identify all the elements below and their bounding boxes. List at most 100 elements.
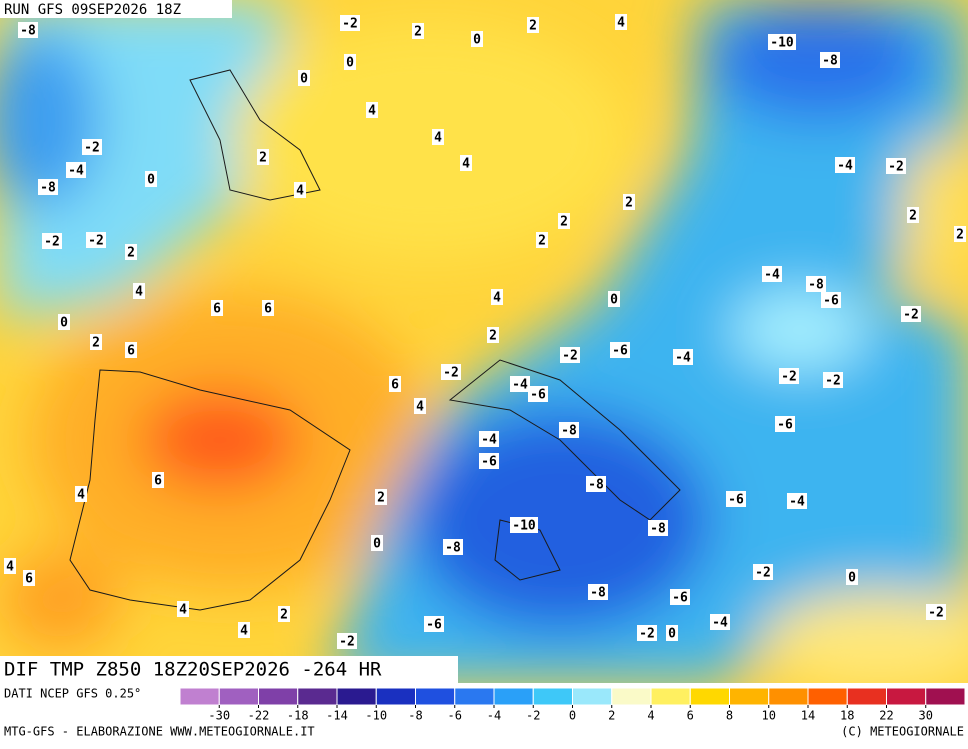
- contour-label-bg: [58, 314, 70, 330]
- copyright: (C) METEOGIORNALE: [841, 725, 964, 739]
- contour-label: -4: [675, 351, 691, 366]
- contour-label-bg: [294, 182, 306, 198]
- contour-label-bg: [82, 139, 102, 155]
- contour-label: -6: [612, 344, 628, 359]
- coastlines: [69, 69, 681, 611]
- contour-label: 4: [135, 285, 143, 300]
- contour-label: 6: [127, 344, 135, 359]
- contour-label-bg: [145, 171, 157, 187]
- contour-label-bg: [38, 179, 58, 195]
- contour-label-bg: [637, 625, 657, 641]
- color-swatch: [179, 687, 220, 706]
- credit: MTG-GFS - ELABORAZIONE WWW.METEOGIORNALE…: [4, 725, 315, 739]
- contour-label: -2: [888, 160, 904, 175]
- contour-label: -6: [777, 418, 793, 433]
- contour-label: -2: [88, 234, 104, 249]
- contour-label-bg: [18, 22, 38, 38]
- contour-label-bg: [666, 625, 678, 641]
- data-source: DATI NCEP GFS 0.25°: [4, 687, 141, 701]
- contour-label-bg: [610, 342, 630, 358]
- contour-label-bg: [510, 376, 530, 392]
- contour-label-bg: [615, 14, 627, 30]
- contour-label-bg: [787, 493, 807, 509]
- color-tick-label: 4: [647, 709, 654, 723]
- contour-label: -8: [40, 181, 56, 196]
- contour-label: 2: [529, 19, 537, 34]
- color-tick-label: 6: [687, 709, 694, 723]
- color-swatch: [925, 687, 966, 706]
- contour-label: -4: [764, 268, 780, 283]
- contour-label-bg: [670, 589, 690, 605]
- contour-label: 0: [147, 173, 155, 188]
- contour-label: 0: [848, 571, 856, 586]
- contour-label: 2: [377, 491, 385, 506]
- contour-label-bg: [835, 157, 855, 173]
- color-bar: -30 -22 -18 -14 -10 -8 -6 -4 -2 0 2 4 6 8 10 14 18 22 30: [179, 687, 966, 723]
- contour-label: -6: [481, 455, 497, 470]
- color-swatch: [729, 687, 770, 706]
- contour-label-bg: [536, 232, 548, 248]
- contour-label-bg: [588, 584, 608, 600]
- color-swatch: [611, 687, 652, 706]
- contour-label: -8: [650, 522, 666, 537]
- contour-label: 4: [6, 560, 14, 575]
- contour-label-bg: [479, 453, 499, 469]
- contour-label-bg: [66, 162, 86, 178]
- contour-label: -2: [825, 374, 841, 389]
- contour-label-bg: [23, 570, 35, 586]
- contour-label: -4: [712, 616, 728, 631]
- contour-label: -2: [903, 308, 919, 323]
- color-swatch: [336, 687, 377, 706]
- contour-label-bg: [559, 422, 579, 438]
- color-tick-label: 30: [919, 709, 933, 723]
- color-tick-label: -30: [208, 709, 230, 723]
- contour-label: 4: [296, 184, 304, 199]
- color-swatch: [218, 687, 259, 706]
- contour-label-bg: [75, 486, 87, 502]
- color-swatch: [375, 687, 416, 706]
- contour-label: -4: [512, 378, 528, 393]
- contour-label: 2: [560, 215, 568, 230]
- color-swatch: [493, 687, 534, 706]
- contour-label-bg: [90, 334, 102, 350]
- contour-label-bg: [133, 283, 145, 299]
- contour-label: 4: [368, 104, 376, 119]
- contour-label-bg: [907, 207, 919, 223]
- color-swatch: [532, 687, 573, 706]
- color-swatch: [886, 687, 927, 706]
- contour-label: 4: [493, 291, 501, 306]
- contour-label-bg: [125, 244, 137, 260]
- contour-label-bg: [278, 606, 290, 622]
- contour-label-bg: [366, 102, 378, 118]
- contour-label: -6: [530, 388, 546, 403]
- color-swatch: [807, 687, 848, 706]
- contour-label: -2: [755, 566, 771, 581]
- contour-label-bg: [586, 476, 606, 492]
- contour-label-bg: [926, 604, 946, 620]
- contour-label: -2: [84, 141, 100, 156]
- contour-label: 0: [668, 627, 676, 642]
- contour-label: -6: [672, 591, 688, 606]
- contour-label-bg: [152, 472, 164, 488]
- contour-label: 6: [25, 572, 33, 587]
- contour-label-bg: [443, 539, 463, 555]
- contour-label-bg: [710, 614, 730, 630]
- contour-label: 0: [373, 537, 381, 552]
- contour-label-bg: [608, 291, 620, 307]
- contour-label: 2: [414, 25, 422, 40]
- contour-label: -6: [823, 294, 839, 309]
- color-tick-label: -18: [287, 709, 309, 723]
- contour-label-bg: [560, 347, 580, 363]
- contour-label-bg: [257, 149, 269, 165]
- color-tick-label: -2: [526, 709, 540, 723]
- color-tick-label: -8: [408, 709, 422, 723]
- color-swatch: [454, 687, 495, 706]
- contour-label-bg: [753, 564, 773, 580]
- contour-label: -8: [20, 24, 36, 39]
- contour-label: 4: [416, 400, 424, 415]
- color-swatch: [689, 687, 730, 706]
- color-swatch: [572, 687, 613, 706]
- contour-label: -2: [339, 635, 355, 650]
- color-tick-label: 18: [840, 709, 854, 723]
